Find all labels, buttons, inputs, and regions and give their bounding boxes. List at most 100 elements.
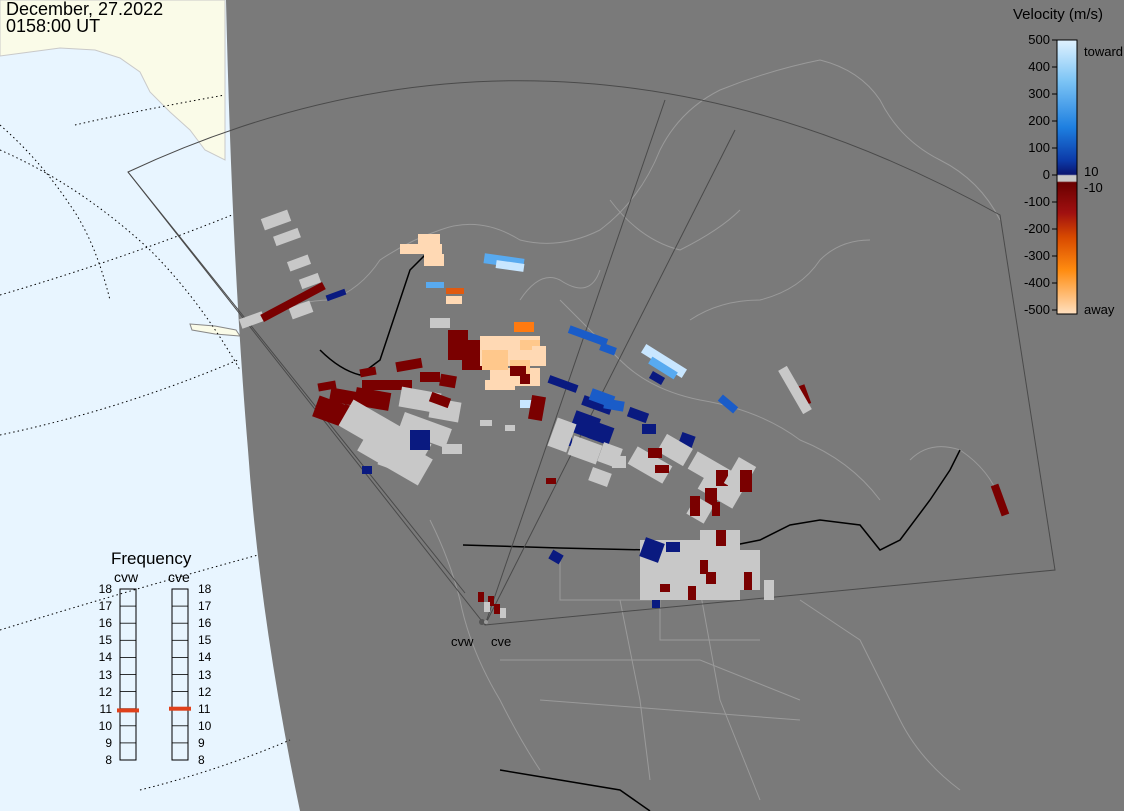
velocity-cell [603,398,625,412]
velocity-echo-cells [239,209,1010,618]
velocity-cell [528,394,546,422]
ground-scatter-cell [442,444,462,454]
velocity-cell [642,424,656,434]
site-marker-cvw [479,619,485,625]
velocity-cell [446,288,464,294]
velocity-tick-label: 500 [1028,32,1050,47]
velocity-cell [716,530,726,546]
frequency-indicator-cvw [117,708,139,713]
away-label: away [1084,302,1115,317]
velocity-cell [547,375,579,393]
frequency-tick-label: 16 [198,616,212,631]
coastlines [244,59,1001,801]
velocity-cell [648,356,678,380]
ground-scatter-cell [377,445,413,475]
velocity-cell [260,282,326,322]
velocity-cell [744,572,752,590]
ground-scatter-cell [697,471,743,509]
frequency-tick-label: 8 [105,753,112,767]
velocity-tick-label: 100 [1028,140,1050,155]
frequency-tick-label: 12 [98,684,112,699]
velocity-cell [520,340,540,350]
velocity-cell [520,374,530,384]
velocity-cell [495,260,525,272]
velocity-cell [652,600,660,608]
velocity-cell [690,496,700,516]
velocity-cell [510,366,526,376]
velocity-tick-label: 400 [1028,59,1050,74]
ground-scatter-cell [239,311,265,329]
velocity-scale-title: Velocity (m/s) [1013,6,1104,23]
ground-scatter-cell [627,446,673,484]
velocity-cell [446,296,462,304]
velocity-cell [485,380,515,390]
velocity-cell [520,400,532,408]
velocity-cell [395,357,423,373]
night-region [226,0,1124,811]
frequency-tick-label: 11 [198,701,211,716]
frequency-tick-label: 16 [98,616,112,631]
ground-scatter-cell [298,272,322,290]
velocity-cell [740,470,752,492]
velocity-tick-label: 300 [1028,86,1050,101]
ground-scatter-cell [612,456,626,468]
frequency-tick-label: 10 [98,718,112,733]
velocity-cell [410,430,430,450]
velocity-tick-label: -300 [1023,248,1050,263]
velocity-cell [532,346,546,366]
ground-scatter-cell [547,417,577,453]
ground-scatter-cell [288,300,314,320]
velocity-cell [546,478,556,484]
velocity-cell [666,542,680,552]
velocity-cell [599,342,617,356]
velocity-cell [990,483,1010,517]
velocity-cell [424,254,444,266]
velocity-cell [418,234,440,254]
velocity-cell [478,592,484,602]
site-label-cve: cve [491,634,512,649]
frequency-tick-label: 13 [98,667,112,682]
time-label: 0158:00 UT [6,16,101,36]
velocity-cell [548,549,564,565]
alaska-land [0,0,226,161]
velocity-cell [362,380,392,390]
ground-scatter-cell [657,433,693,467]
velocity-cell [325,288,347,302]
frequency-tick-label: 12 [198,684,212,699]
velocity-cell [462,350,478,370]
ground-scatter-cell [480,420,492,426]
velocity-colorbar [1056,39,1078,315]
velocity-cell [420,372,440,382]
velocity-cell [428,391,452,409]
frequency-tick-label: 8 [198,753,205,767]
frequency-tick-label: 15 [98,633,112,648]
velocity-cell [362,466,372,474]
velocity-cell [626,406,650,424]
velocity-cell [426,282,444,288]
velocity-tick-label: -200 [1023,221,1050,236]
ground-scatter-cell [484,602,490,612]
velocity-cell [587,420,615,446]
frequency-tick-label: 14 [98,650,112,665]
velocity-cell [655,465,669,473]
velocity-cell [706,572,716,584]
frequency-tick-label: 17 [198,599,212,614]
velocity-tick-label: 0 [1042,167,1050,182]
frequency-tick-label: 11 [99,701,112,716]
ground-scatter-cell [430,318,450,328]
frequency-tick-label: 9 [105,735,112,750]
velocity-marker-pos: 10 [1084,164,1099,179]
velocity-cell [482,350,508,370]
site-label-cvw: cvw [451,634,474,649]
frequency-indicator-cve [169,706,191,711]
velocity-cell [317,380,337,392]
ground-scatter-cell [273,227,301,247]
radar-fov-outlines [127,80,1056,626]
velocity-tick-label: -500 [1023,302,1050,317]
velocity-cell [688,586,696,600]
radar-sites [479,619,488,625]
velocity-cell [581,395,613,415]
velocity-cell [494,604,500,614]
